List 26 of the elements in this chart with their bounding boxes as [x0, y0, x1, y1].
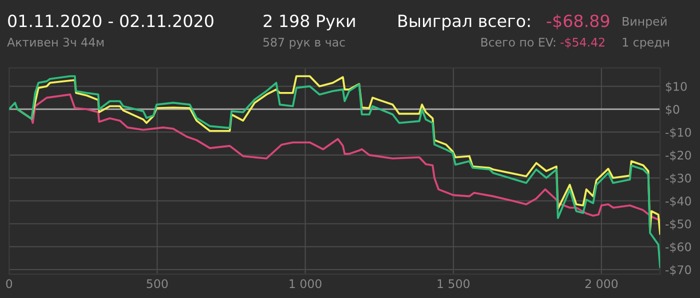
text: Выиграл всего:	[398, 14, 530, 30]
x-tick-label: 500	[146, 279, 168, 288]
y-tick-label: $10	[666, 82, 687, 92]
line-series	[9, 75, 660, 268]
x-tick-label: 0	[6, 279, 12, 288]
x-tick-label: 2 000	[585, 279, 618, 288]
text: 1 средн	[622, 38, 669, 49]
y-tick-label: -$60	[666, 242, 691, 253]
y-tick-label: -$40	[666, 196, 691, 208]
x-tick-label: 1 000	[290, 279, 322, 288]
y-tick-label: -$50	[666, 219, 691, 230]
y-tick-label: $0	[666, 104, 680, 116]
text: -$68.89	[546, 14, 610, 30]
y-tick-label: -$10	[666, 128, 691, 138]
text: -$54.42	[560, 37, 604, 48]
x-tick-label: 1 500	[438, 279, 470, 288]
text: 2 198 Руки	[264, 14, 355, 30]
text: 587 рук в час	[263, 38, 345, 49]
line-series	[16, 75, 660, 235]
text: Всего по EV:	[481, 38, 556, 47]
chart-title: 01.11.2020 - 02.11.2020	[8, 14, 214, 28]
y-tick-label: -$20	[666, 150, 691, 162]
text: Винрей	[622, 16, 666, 28]
chart-subtitle: Активен 3ч 44м	[7, 38, 104, 47]
y-tick-label: -$30	[666, 173, 691, 184]
y-tick-label: -$70	[666, 265, 691, 276]
